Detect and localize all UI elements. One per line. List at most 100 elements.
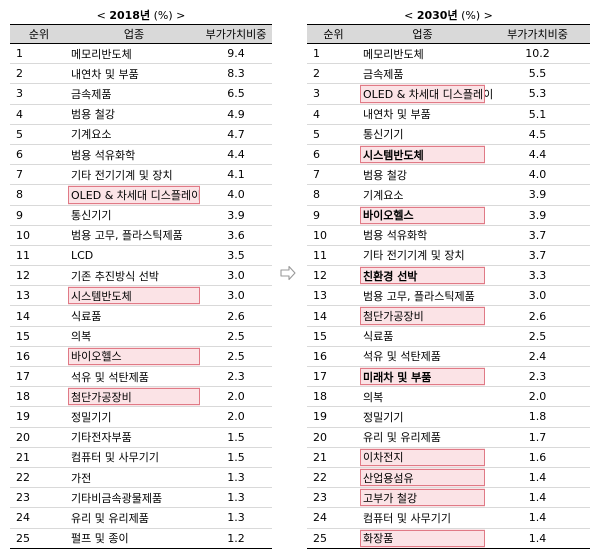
table-row: 18 첨단가공장비 2.0 [10, 386, 272, 408]
rank-cell: 21 [307, 447, 360, 468]
value-share-cell: 3.0 [485, 285, 590, 307]
industry-cell: 내연차 및 부품 [68, 63, 200, 85]
rank-cell: 25 [307, 528, 360, 549]
rank-cell: 22 [307, 467, 360, 489]
industry-cell: 첨단가공장비 [68, 386, 200, 408]
value-share-cell: 4.4 [200, 144, 272, 166]
rank-cell: 25 [10, 528, 68, 549]
industry-cell: OLED & 차세대 디스플레이 [68, 184, 201, 206]
ranking-table-2018: 순위 업종 부가가치비중 1 메모리반도체 9.4 2 내연차 및 부품 8.3 3 금속제품… [10, 24, 272, 549]
table-row: 15 식료품 2.5 [307, 326, 590, 347]
industry-cell: 의복 [68, 326, 200, 347]
rank-cell: 16 [307, 346, 360, 368]
value-share-cell: 5.3 [485, 83, 590, 105]
table-row: 9 통신기기 3.9 [10, 205, 272, 226]
table-row: 17 석유 및 석탄제품 2.3 [10, 366, 272, 388]
industry-cell: 이차전지 [360, 447, 485, 468]
value-share-cell: 3.9 [200, 205, 272, 226]
industry-cell: 기존 추진방식 선박 [68, 265, 200, 287]
table-row: 1 메모리반도체 9.4 [10, 43, 272, 65]
value-share-cell: 1.3 [200, 507, 272, 529]
header-industry: 업종 [68, 24, 200, 44]
rank-cell: 6 [10, 144, 68, 166]
rank-cell: 18 [10, 386, 68, 408]
table-row: 25 펄프 및 종이 1.2 [10, 528, 272, 549]
rank-cell: 2 [10, 63, 68, 85]
rank-cell: 17 [10, 366, 68, 388]
table-header-row: 순위 업종 부가가치비중 [307, 24, 590, 44]
caption-unit: (%) [153, 9, 173, 22]
table-row: 4 범용 철강 4.9 [10, 104, 272, 125]
industry-cell: 기타 전기기계 및 장치 [68, 164, 200, 186]
caption-unit: (%) [461, 9, 481, 22]
table-row: 25 화장품 1.4 [307, 528, 590, 549]
rank-cell: 5 [10, 124, 68, 145]
table-row: 16 석유 및 석탄제품 2.4 [307, 346, 590, 368]
industry-cell: 정밀기기 [68, 406, 200, 428]
rank-cell: 4 [10, 104, 68, 125]
value-share-cell: 1.4 [485, 487, 590, 509]
value-share-cell: 3.0 [200, 285, 272, 307]
rank-cell: 15 [10, 326, 68, 347]
rank-cell: 24 [307, 507, 360, 529]
value-share-cell: 10.2 [485, 43, 590, 65]
rank-cell: 6 [307, 144, 360, 166]
table-row: 8 기계요소 3.9 [307, 184, 590, 206]
value-share-cell: 2.4 [485, 346, 590, 368]
value-share-cell: 2.0 [485, 386, 590, 408]
rank-cell: 10 [10, 225, 68, 246]
value-share-cell: 3.9 [485, 184, 590, 206]
industry-cell: 범용 석유화학 [68, 144, 200, 166]
table-row: 12 기존 추진방식 선박 3.0 [10, 265, 272, 287]
rank-cell: 19 [10, 406, 68, 428]
header-value-share: 부가가치비중 [485, 24, 590, 44]
rank-cell: 21 [10, 447, 68, 468]
rank-cell: 24 [10, 507, 68, 529]
industry-cell: 컴퓨터 및 사무기기 [360, 507, 485, 529]
rank-cell: 3 [307, 83, 360, 105]
table-row: 13 시스템반도체 3.0 [10, 285, 272, 307]
table-row: 1 메모리반도체 10.2 [307, 43, 590, 65]
header-rank: 순위 [307, 24, 360, 44]
value-share-cell: 3.6 [200, 225, 272, 246]
industry-cell: 범용 석유화학 [360, 225, 485, 246]
value-share-cell: 2.3 [485, 366, 590, 388]
table-row: 21 컴퓨터 및 사무기기 1.5 [10, 447, 272, 468]
rank-cell: 5 [307, 124, 360, 145]
industry-cell: 기타 전기기계 및 장치 [360, 245, 485, 267]
caption-open-bracket: < [404, 9, 414, 22]
value-share-cell: 2.5 [200, 326, 272, 347]
rank-cell: 16 [10, 346, 68, 368]
value-share-cell: 4.9 [200, 104, 272, 125]
rank-cell: 23 [307, 487, 360, 509]
industry-cell: 바이오헬스 [68, 346, 200, 368]
table-row: 10 범용 고무, 플라스틱제품 3.6 [10, 225, 272, 246]
rank-cell: 11 [10, 245, 68, 267]
value-share-cell: 1.5 [200, 427, 272, 448]
table-row: 11 LCD 3.5 [10, 245, 272, 267]
industry-cell: 시스템반도체 [68, 285, 200, 307]
value-share-cell: 3.5 [200, 245, 272, 267]
table-row: 14 첨단가공장비 2.6 [307, 305, 590, 327]
industry-cell: 화장품 [360, 528, 485, 549]
table-row: 20 유리 및 유리제품 1.7 [307, 427, 590, 448]
industry-cell: 시스템반도체 [360, 144, 485, 166]
industry-cell: 유리 및 유리제품 [68, 507, 200, 529]
industry-cell: LCD [68, 245, 200, 267]
industry-cell: 기계요소 [68, 124, 200, 145]
table-caption: < 2030년 (%) > [307, 8, 590, 24]
industry-cell: 범용 철강 [360, 164, 485, 186]
value-share-cell: 1.4 [485, 507, 590, 529]
table-row: 5 통신기기 4.5 [307, 124, 590, 145]
industry-cell: 석유 및 석탄제품 [360, 346, 485, 368]
industry-cell: 친환경 선박 [360, 265, 485, 287]
table-row: 24 컴퓨터 및 사무기기 1.4 [307, 507, 590, 529]
value-share-cell: 2.5 [200, 346, 272, 368]
value-share-cell: 4.4 [485, 144, 590, 166]
industry-cell: 의복 [360, 386, 485, 408]
rank-cell: 20 [307, 427, 360, 448]
table-row: 10 범용 석유화학 3.7 [307, 225, 590, 246]
industry-cell: 통신기기 [68, 205, 200, 226]
industry-cell: 메모리반도체 [68, 43, 200, 65]
rank-cell: 3 [10, 83, 68, 105]
